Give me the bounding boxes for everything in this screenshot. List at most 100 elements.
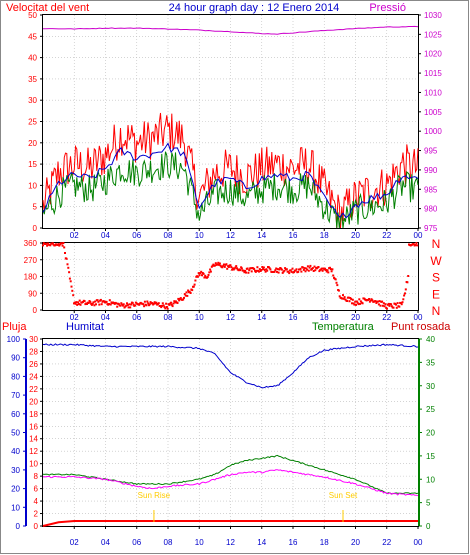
direction-point bbox=[245, 271, 247, 274]
rain-tick-label: 26 bbox=[29, 360, 38, 369]
direction-point bbox=[212, 263, 215, 266]
rain-tick-label: 24 bbox=[29, 372, 38, 381]
direction-point bbox=[75, 301, 78, 304]
direction-point bbox=[348, 300, 351, 303]
direction-point bbox=[234, 266, 237, 269]
direction-point bbox=[100, 303, 103, 306]
compass-letter: N bbox=[432, 304, 441, 318]
direction-point bbox=[120, 302, 123, 305]
direction-point bbox=[338, 295, 341, 298]
direction-point bbox=[295, 268, 298, 271]
direction-point bbox=[383, 305, 386, 308]
direction-point bbox=[173, 300, 176, 303]
direction-point bbox=[300, 270, 303, 273]
humidity-tick-label: 0 bbox=[16, 522, 21, 531]
direction-point bbox=[231, 267, 234, 270]
direction-point bbox=[148, 303, 151, 306]
direction-point bbox=[76, 303, 79, 306]
direction-hour-label: 06 bbox=[132, 313, 141, 322]
direction-point bbox=[379, 304, 382, 307]
direction-point bbox=[378, 300, 381, 303]
wind-gust-line bbox=[42, 112, 419, 229]
direction-point bbox=[242, 269, 245, 272]
direction-point bbox=[128, 303, 131, 306]
direction-point bbox=[172, 302, 175, 305]
temperature-label: Temperatura bbox=[312, 321, 375, 333]
direction-point bbox=[261, 266, 264, 268]
direction-point bbox=[161, 302, 164, 305]
direction-point bbox=[61, 244, 64, 247]
direction-point bbox=[299, 267, 302, 270]
direction-point bbox=[209, 268, 212, 271]
wind-left-tick-label: 45 bbox=[28, 32, 37, 41]
direction-point bbox=[375, 302, 378, 304]
direction-point bbox=[132, 303, 135, 306]
direction-point bbox=[262, 266, 265, 269]
direction-point bbox=[170, 303, 173, 306]
direction-point bbox=[382, 302, 385, 305]
direction-point bbox=[324, 267, 327, 270]
rain-tick-label: 10 bbox=[29, 460, 38, 469]
rain-tick-label: 16 bbox=[29, 422, 38, 431]
direction-point bbox=[239, 269, 242, 272]
direction-point bbox=[166, 307, 169, 310]
direction-point bbox=[187, 289, 190, 292]
direction-point bbox=[236, 267, 238, 270]
direction-point bbox=[90, 303, 93, 306]
direction-point bbox=[127, 306, 130, 309]
direction-point bbox=[142, 303, 145, 306]
direction-point bbox=[294, 269, 297, 272]
direction-point bbox=[291, 267, 294, 270]
direction-point bbox=[377, 300, 380, 303]
direction-point bbox=[384, 303, 387, 306]
rain-tick-label: 6 bbox=[34, 485, 39, 494]
direction-point bbox=[254, 270, 257, 273]
direction-point bbox=[189, 292, 192, 294]
pressure-tick-label: 985 bbox=[424, 185, 438, 194]
direction-point bbox=[273, 270, 276, 273]
direction-point bbox=[86, 303, 88, 305]
pressure-tick-label: 1030 bbox=[424, 11, 442, 20]
direction-point bbox=[281, 271, 284, 274]
bottom-hour-label: 08 bbox=[164, 538, 173, 547]
direction-point bbox=[229, 264, 232, 267]
direction-point bbox=[377, 303, 380, 306]
direction-point bbox=[351, 302, 353, 305]
direction-point bbox=[250, 270, 253, 273]
direction-point bbox=[398, 305, 401, 308]
humidity-tick-label: 70 bbox=[11, 391, 20, 400]
temperature-tick-label: 40 bbox=[426, 335, 435, 344]
direction-point bbox=[178, 299, 181, 302]
rain-tick-label: 30 bbox=[29, 335, 38, 344]
direction-point bbox=[214, 262, 217, 265]
direction-point bbox=[313, 265, 316, 268]
direction-point bbox=[262, 268, 265, 270]
bottom-hour-label: 14 bbox=[257, 538, 266, 547]
wind-left-tick-label: 40 bbox=[28, 54, 37, 63]
direction-hour-label: 20 bbox=[351, 313, 360, 322]
temperature-tick-label: 15 bbox=[426, 452, 435, 461]
wind-left-tick-label: 0 bbox=[33, 224, 38, 233]
direction-point bbox=[390, 303, 393, 306]
temperature-tick-label: 35 bbox=[426, 358, 435, 367]
direction-point bbox=[254, 269, 256, 272]
direction-point bbox=[192, 285, 195, 288]
direction-point bbox=[204, 274, 207, 277]
direction-point bbox=[87, 302, 90, 304]
direction-point bbox=[387, 302, 390, 305]
direction-point bbox=[304, 270, 307, 273]
humidity-tick-label: 80 bbox=[11, 372, 20, 381]
pressure-tick-label: 975 bbox=[424, 224, 438, 233]
direction-point bbox=[77, 303, 80, 305]
direction-point bbox=[134, 304, 137, 307]
direction-point bbox=[248, 269, 251, 272]
direction-point bbox=[386, 307, 388, 310]
humidity-tick-label: 40 bbox=[11, 447, 20, 456]
direction-point bbox=[390, 305, 393, 308]
direction-point bbox=[207, 274, 210, 276]
direction-point bbox=[196, 275, 199, 278]
